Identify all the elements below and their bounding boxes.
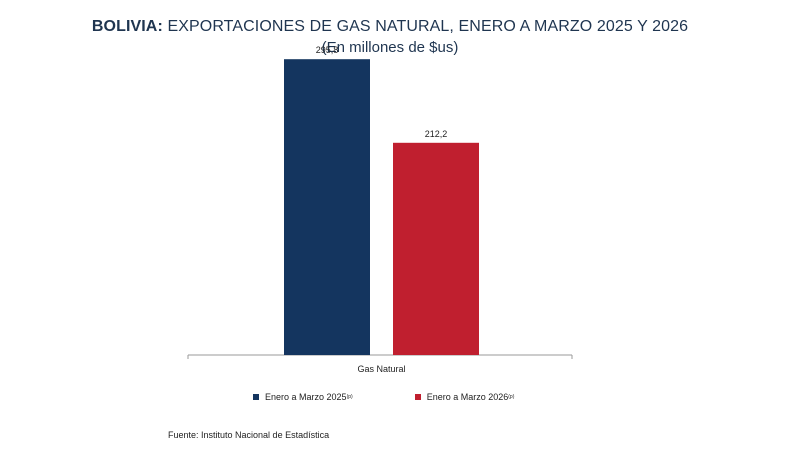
legend-label-2026: Enero a Marzo 2026 (426, 392, 509, 402)
chart-title-text: EXPORTACIONES DE GAS NATURAL, ENERO A MA… (167, 18, 689, 35)
legend-item-2025: Enero a Marzo 2025 (p) (253, 392, 353, 402)
x-axis-category-label: Gas Natural (357, 364, 405, 374)
chart-subtitle: (En millones de $us) (321, 39, 459, 56)
data-label-2026: 212,2 (425, 129, 448, 139)
legend-swatch-2025 (253, 394, 259, 400)
data-label-2025: 295,8 (316, 45, 339, 55)
legend-item-2026: Enero a Marzo 2026 (p) (414, 392, 515, 402)
chart-title: BOLIVIA: EXPORTACIONES DE GAS NATURAL, E… (0, 18, 780, 36)
legend-swatch-2026 (414, 394, 421, 400)
bar-gas-natural-2026 (393, 142, 479, 355)
chart-title-block: BOLIVIA: EXPORTACIONES DE GAS NATURAL, E… (0, 18, 780, 56)
chart-legend: Enero a Marzo 2025 (p) Enero a Marzo 2026… (253, 392, 576, 402)
chart-title-country: BOLIVIA: (91, 18, 163, 35)
legend-sup-2025: (p) (346, 394, 353, 400)
legend-label-2025: Enero a Marzo 2025 (265, 392, 347, 402)
legend-sup-2026: (p) (508, 394, 515, 400)
bar-gas-natural-2025 (284, 59, 370, 355)
source-note: Fuente: Instituto Nacional de Estadístic… (168, 430, 330, 440)
